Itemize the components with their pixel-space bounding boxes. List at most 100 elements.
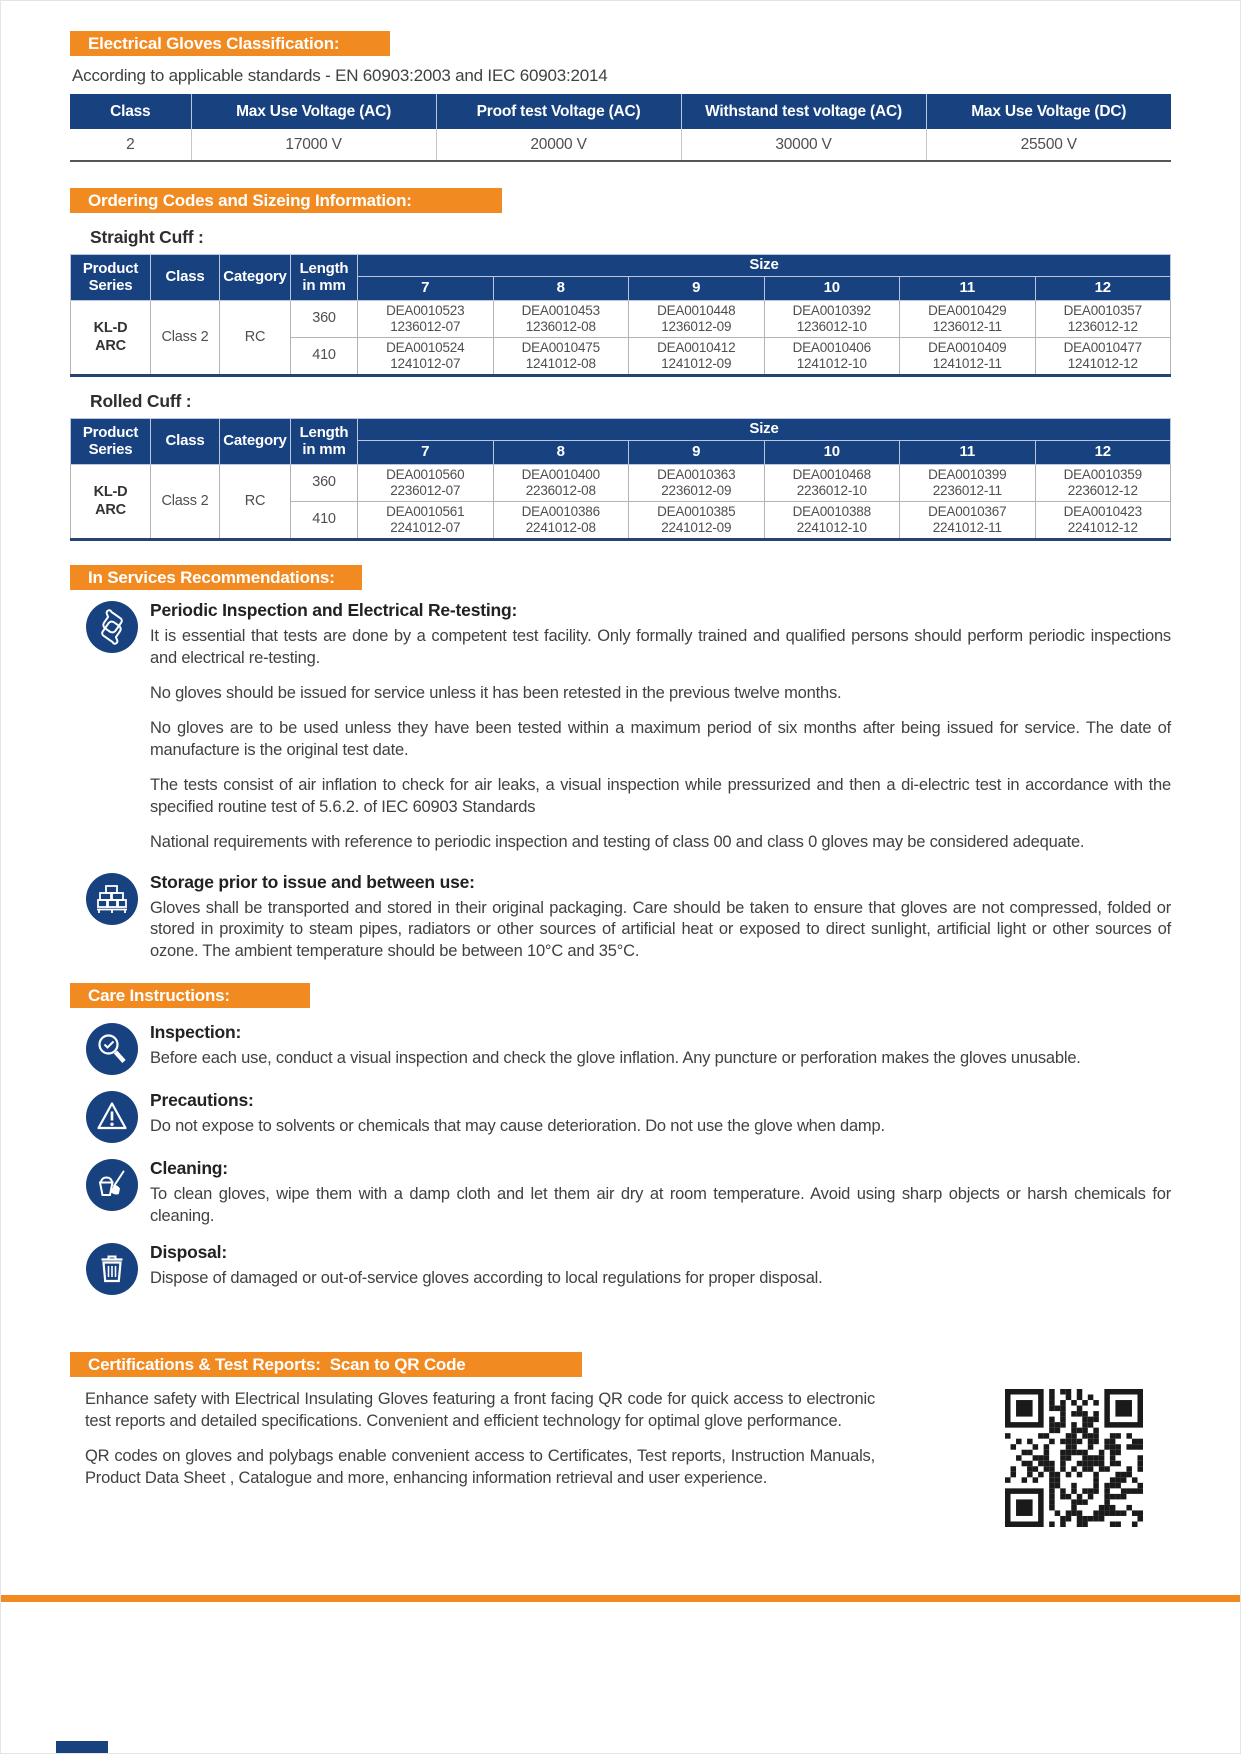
table-row: KL-D ARC Class 2 RC 360 DEA0010560 22360… — [70, 464, 1171, 540]
category-cell: RC — [219, 464, 291, 540]
order-code-cell: DEA0010475 1241012-08 — [492, 337, 629, 376]
certifications-paragraph: QR codes on gloves and polybags enable c… — [85, 1447, 875, 1487]
standards-line: According to applicable standards - EN 6… — [72, 66, 608, 85]
col-product-series: Product Series — [70, 418, 151, 465]
trash-bin-icon — [86, 1243, 138, 1296]
gloves-icon — [86, 601, 138, 653]
order-code-cell: DEA0010468 2236012-10 — [763, 464, 900, 502]
qr-code — [1005, 1389, 1143, 1528]
order-code-cell: DEA0010392 1236012-10 — [763, 300, 900, 338]
value-max-use-dc: 25500 V — [926, 129, 1171, 162]
care-item-title: Inspection: — [150, 1022, 242, 1043]
certifications-paragraph: Enhance safety with Electrical Insulatin… — [85, 1390, 875, 1431]
col-length: Length in mm — [290, 254, 358, 301]
inspection-block: Inspection: Before each use, conduct a v… — [70, 1022, 1171, 1076]
col-category: Category — [219, 418, 291, 465]
periodic-paragraph: No gloves should be issued for service u… — [150, 683, 842, 702]
col-class: Class — [150, 418, 220, 465]
col-size-9: 9 — [628, 440, 765, 465]
cleaning-bucket-icon — [86, 1159, 138, 1212]
storage-paragraph: Gloves shall be transported and stored i… — [150, 898, 1171, 961]
order-code-cell: DEA0010409 1241012-11 — [899, 337, 1036, 376]
value-class: 2 — [70, 129, 192, 162]
order-code-cell: DEA0010560 2236012-07 — [357, 464, 494, 502]
care-item-text: Before each use, conduct a visual inspec… — [150, 1049, 1081, 1068]
periodic-paragraph: It is essential that tests are done by a… — [150, 627, 1171, 667]
table-row: 410 DEA0010561 2241012-07 DEA0010386 224… — [71, 501, 1171, 540]
col-category: Category — [219, 254, 291, 301]
periodic-paragraph: No gloves are to be used unless they hav… — [150, 718, 1171, 759]
footer-page-chip — [56, 1741, 108, 1753]
class-cell: Class 2 — [150, 464, 220, 540]
section-banner-certifications: Certifications & Test Reports: Scan to Q… — [70, 1352, 582, 1378]
col-size-10: 10 — [763, 276, 900, 301]
care-item-title: Disposal: — [150, 1242, 227, 1263]
bottom-orange-rule — [1, 1595, 1240, 1602]
section-banner-recommendations: In Services Recommendations: — [70, 565, 362, 590]
care-item-text: To clean gloves, wipe them with a damp c… — [150, 1185, 1171, 1226]
section-banner-ordering: Ordering Codes and Sizeing Information: — [70, 188, 502, 213]
col-size-group: Size — [357, 254, 1171, 277]
rolled-cuff-title: Rolled Cuff : — [90, 391, 192, 411]
care-item-text: Dispose of damaged or out-of-service glo… — [150, 1269, 823, 1288]
order-code-cell: DEA0010388 2241012-10 — [763, 501, 900, 540]
col-size-7: 7 — [357, 440, 494, 465]
certifications-block: Enhance safety with Electrical Insulatin… — [70, 1389, 1171, 1528]
col-max-use-ac: Max Use Voltage (AC) — [191, 94, 437, 129]
cleaning-block: Cleaning: To clean gloves, wipe them wit… — [70, 1158, 1171, 1228]
periodic-paragraph: National requirements with reference to … — [150, 832, 1085, 851]
classification-data-row: 2 17000 V 20000 V 30000 V 25500 V — [70, 129, 1171, 162]
order-code-cell: DEA0010423 2241012-12 — [1034, 501, 1171, 540]
periodic-paragraph: The tests consist of air inflation to ch… — [150, 775, 1171, 816]
col-size-9: 9 — [628, 276, 765, 301]
classification-table: Class Max Use Voltage (AC) Proof test Vo… — [70, 94, 1171, 162]
periodic-title: Periodic Inspection and Electrical Re-te… — [150, 600, 518, 620]
length-cell: 410 — [290, 337, 358, 376]
straight-cuff-table: Product Series Class Category Length in … — [70, 254, 1171, 377]
order-code-cell: DEA0010399 2236012-11 — [899, 464, 1036, 502]
col-max-use-dc: Max Use Voltage (DC) — [926, 94, 1171, 129]
col-size-group: Size — [357, 418, 1171, 441]
value-proof-test-ac: 20000 V — [436, 129, 682, 162]
disposal-block: Disposal: Dispose of damaged or out-of-s… — [70, 1242, 1171, 1296]
col-size-10: 10 — [763, 440, 900, 465]
length-cell: 360 — [290, 300, 358, 338]
value-max-use-ac: 17000 V — [191, 129, 437, 162]
order-code-cell: DEA0010385 2241012-09 — [628, 501, 765, 540]
col-class: Class — [150, 254, 220, 301]
col-size-8: 8 — [492, 440, 629, 465]
col-size-11: 11 — [899, 440, 1036, 465]
col-withstand-ac: Withstand test voltage (AC) — [681, 94, 927, 129]
col-product-series: Product Series — [70, 254, 151, 301]
col-proof-test-ac: Proof test Voltage (AC) — [436, 94, 682, 129]
order-code-cell: DEA0010363 2236012-09 — [628, 464, 765, 502]
category-cell: RC — [219, 300, 291, 376]
col-size-11: 11 — [899, 276, 1036, 301]
order-code-cell: DEA0010477 1241012-12 — [1034, 337, 1171, 376]
order-code-cell: DEA0010524 1241012-07 — [357, 337, 494, 376]
straight-cuff-title: Straight Cuff : — [90, 227, 204, 247]
order-code-cell: DEA0010367 2241012-11 — [899, 501, 1036, 540]
product-series-cell: KL-D ARC — [70, 464, 151, 540]
table-row: 410 DEA0010524 1241012-07 DEA0010475 124… — [71, 337, 1171, 376]
col-size-8: 8 — [492, 276, 629, 301]
periodic-inspection-block: Periodic Inspection and Electrical Re-te… — [70, 600, 1171, 854]
order-code-cell: DEA0010523 1236012-07 — [357, 300, 494, 338]
table-row: KL-D ARC Class 2 RC 360 DEA0010523 12360… — [70, 300, 1171, 376]
section-banner-care: Care Instructions: — [70, 983, 310, 1009]
magnifier-check-icon — [86, 1023, 138, 1076]
order-code-cell: DEA0010412 1241012-09 — [628, 337, 765, 376]
section-banner-classification: Electrical Gloves Classification: — [70, 31, 390, 56]
storage-boxes-icon — [86, 872, 138, 925]
order-code-cell: DEA0010448 1236012-09 — [628, 300, 765, 338]
storage-block: Storage prior to issue and between use: … — [70, 872, 1171, 964]
value-withstand-ac: 30000 V — [681, 129, 927, 162]
rolled-cuff-table: Product Series Class Category Length in … — [70, 418, 1171, 541]
order-code-cell: DEA0010429 1236012-11 — [899, 300, 1036, 338]
order-code-cell: DEA0010561 2241012-07 — [357, 501, 494, 540]
order-code-cell: DEA0010400 2236012-08 — [492, 464, 629, 502]
classification-header-row: Class Max Use Voltage (AC) Proof test Vo… — [70, 94, 1171, 129]
care-item-title: Precautions: — [150, 1090, 254, 1111]
col-length: Length in mm — [290, 418, 358, 465]
